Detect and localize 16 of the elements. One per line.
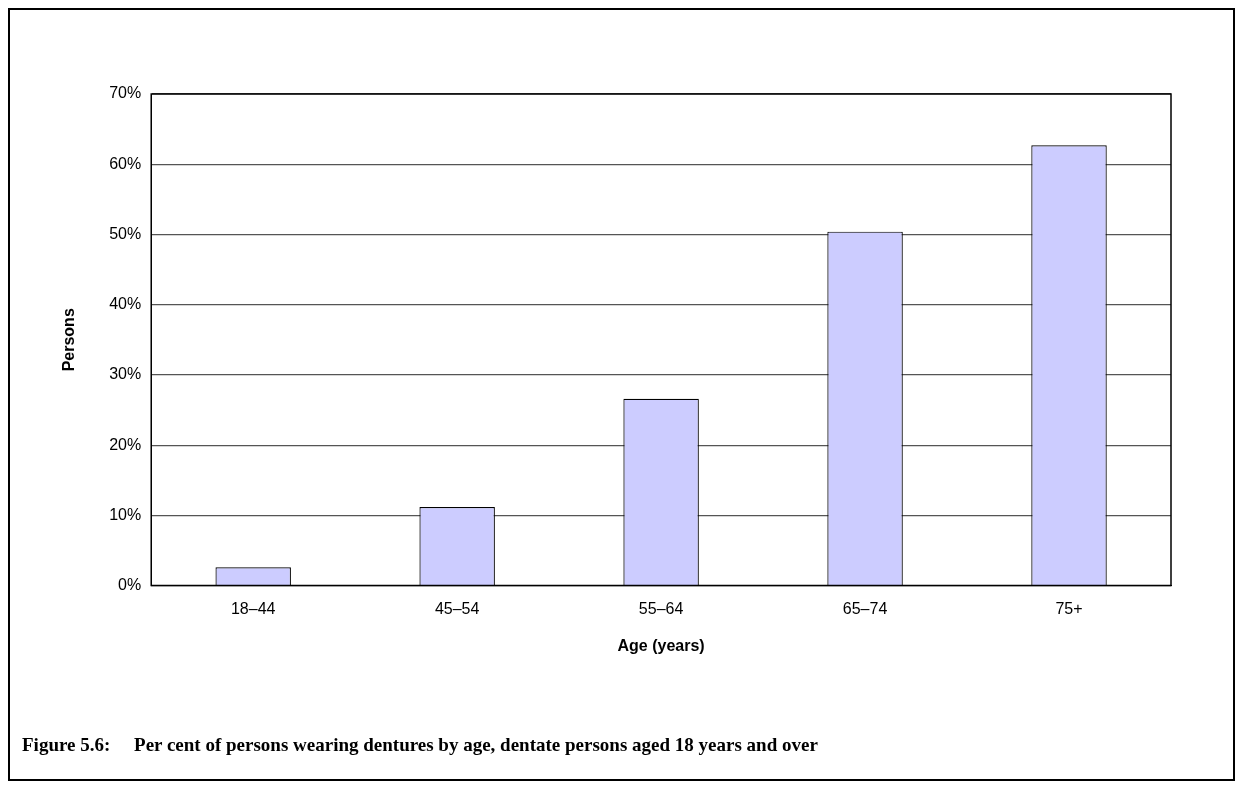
y-tick-label: 40% bbox=[109, 295, 142, 313]
x-tick-label: 75+ bbox=[1055, 599, 1083, 617]
y-tick-label: 50% bbox=[109, 224, 142, 242]
text: Figure 5.6: Per cent of persons wearing dentures by age, dentate persons aged 18 years and over bbox=[22, 734, 818, 756]
x-tick-label: 55–64 bbox=[638, 599, 684, 617]
y-tick-label: 30% bbox=[109, 365, 142, 383]
x-tick-label: 65–74 bbox=[842, 599, 888, 617]
y-tick-label: 70% bbox=[109, 84, 142, 102]
x-axis-title: Age (years) bbox=[617, 636, 705, 654]
y-tick-label: 60% bbox=[109, 154, 142, 172]
x-tick-label: 45–54 bbox=[434, 599, 480, 617]
x-tick-label: 18–44 bbox=[230, 599, 276, 617]
y-tick-label: 20% bbox=[109, 435, 142, 453]
y-tick-label: 0% bbox=[118, 576, 142, 594]
y-axis-title: Persons bbox=[60, 308, 78, 372]
y-tick-label: 10% bbox=[109, 505, 142, 523]
